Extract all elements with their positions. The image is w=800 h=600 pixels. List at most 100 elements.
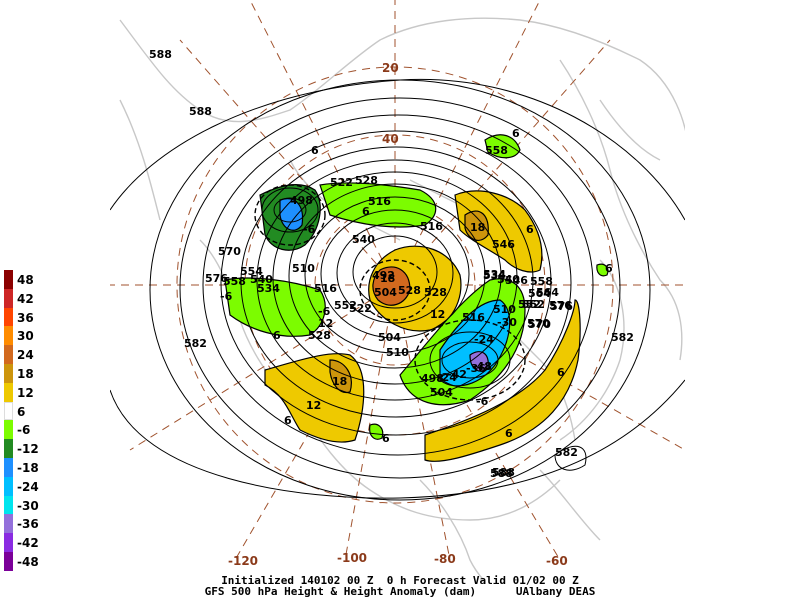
height-label: 510 <box>292 262 315 275</box>
height-label: 558 <box>223 275 246 288</box>
legend-swatch <box>4 552 13 571</box>
legend-swatch <box>4 533 13 552</box>
height-label: 570 <box>218 245 241 258</box>
height-label: 588 <box>490 467 513 480</box>
legend-swatch <box>4 514 13 534</box>
anomaly-label: 18 <box>332 375 347 388</box>
anomaly-label: 6 <box>605 262 613 275</box>
title-line-2: GFS 500 hPa Height & Height Anomaly (dam… <box>204 585 596 598</box>
height-label: 582 <box>184 337 207 350</box>
height-contours <box>110 78 685 501</box>
lon-label-minus120: -120 <box>228 554 258 568</box>
negative-anomaly-east-deep <box>469 351 489 372</box>
anomaly-labels: 6 6 6 6 6 6 6 6 6 6 -6 -6 -6 12 12 12 18… <box>220 127 613 445</box>
height-label: 510 <box>386 346 409 359</box>
positive-anomaly-center-core <box>372 266 411 306</box>
height-label: 576 <box>550 300 573 313</box>
anomaly-label: 6 <box>526 223 534 236</box>
anomaly-label: -6 <box>476 395 489 408</box>
height-label: 558 <box>485 144 508 157</box>
anomaly-label: -42 <box>447 368 467 381</box>
height-label: 582 <box>611 331 634 344</box>
legend-swatch <box>4 270 13 289</box>
negative-anomaly-east-core <box>439 299 511 387</box>
height-label: 582 <box>555 446 578 459</box>
anomaly-shading <box>224 134 609 462</box>
lon-label-minus60: -60 <box>546 554 568 568</box>
height-label: 504 <box>378 331 401 344</box>
legend-label: -42 <box>17 536 39 551</box>
anomaly-label: -30 <box>497 316 517 329</box>
lat-label-40: 40 <box>382 132 399 146</box>
lat-lon-labels: 20 40 -120 -100 -80 -60 <box>228 61 568 568</box>
legend-label: -18 <box>17 461 39 475</box>
positive-anomaly-east <box>424 299 581 462</box>
height-label: 504 <box>430 386 453 399</box>
height-label: 552 <box>334 299 357 312</box>
lon-label-minus100: -100 <box>337 551 367 565</box>
anomaly-label: 6 <box>362 205 370 218</box>
legend-label: 42 <box>17 291 34 306</box>
anomaly-label: 18 <box>470 221 485 234</box>
legend-label: -6 <box>17 423 31 438</box>
anomaly-label: 6 <box>311 144 319 157</box>
anomaly-label: 6 <box>557 366 565 379</box>
negative-anomaly-far-north <box>484 134 521 159</box>
height-label: 588 <box>492 466 515 479</box>
anomaly-label: -24 <box>474 333 494 346</box>
height-label: 570 <box>528 318 551 331</box>
legend-swatch <box>4 288 13 308</box>
anomaly-label: 6 <box>284 414 292 427</box>
height-label: 552 <box>518 298 541 311</box>
height-label: 528 <box>308 329 331 342</box>
legend-label: -30 <box>17 498 39 513</box>
height-label: 504 <box>374 286 397 299</box>
legend-swatch <box>4 326 13 346</box>
legend-label: 48 <box>17 273 34 287</box>
height-label: 552 <box>522 298 545 311</box>
legend-label: -24 <box>17 479 39 494</box>
height-label: 588 <box>149 48 172 61</box>
negative-anomaly-west-band <box>224 277 326 337</box>
anomaly-label: -24 <box>437 371 457 384</box>
height-label: 546 <box>505 274 528 287</box>
legend-label: 30 <box>17 329 34 344</box>
height-label: 510 <box>493 303 516 316</box>
height-label: 588 <box>189 105 212 118</box>
height-label: 498 <box>421 372 444 385</box>
height-label: 516 <box>420 220 443 233</box>
anomaly-label: 18 <box>380 272 395 285</box>
height-label: 498 <box>290 194 313 207</box>
height-label: 516 <box>314 282 337 295</box>
height-label: 570 <box>527 317 550 330</box>
height-label: 554 <box>240 265 263 278</box>
legend-swatch <box>4 307 13 327</box>
legend-label: -12 <box>17 442 39 457</box>
legend-label: 24 <box>17 348 34 363</box>
coastlines <box>119 17 685 580</box>
map-body <box>110 0 685 580</box>
height-label: 540 <box>352 233 375 246</box>
height-label: 516 <box>368 195 391 208</box>
legend-label: -36 <box>17 517 39 532</box>
legend-swatch <box>4 439 13 458</box>
height-label: 546 <box>492 238 515 251</box>
height-label: 558 <box>530 275 553 288</box>
positive-anomaly-west <box>264 353 365 443</box>
anomaly-label: 6 <box>505 427 513 440</box>
legend-swatch <box>4 382 13 402</box>
legend-swatch <box>4 420 13 440</box>
legend-label: 18 <box>17 367 34 381</box>
legend-swatch <box>4 345 13 364</box>
legend-swatch <box>4 495 13 515</box>
negative-anomaly-south <box>369 423 384 440</box>
negative-anomaly-north-band <box>319 182 437 228</box>
height-label: 528 <box>424 286 447 299</box>
anomaly-label: 6 <box>382 432 390 445</box>
height-label: 534 <box>483 269 506 282</box>
lat-label-20: 20 <box>382 61 399 75</box>
height-label: 576 <box>549 299 572 312</box>
title-line-1: Initialized 140102 00 Z 0 h Forecast Val… <box>221 574 579 587</box>
lon-label-minus80: -80 <box>434 552 456 566</box>
anomaly-contours <box>254 184 526 401</box>
